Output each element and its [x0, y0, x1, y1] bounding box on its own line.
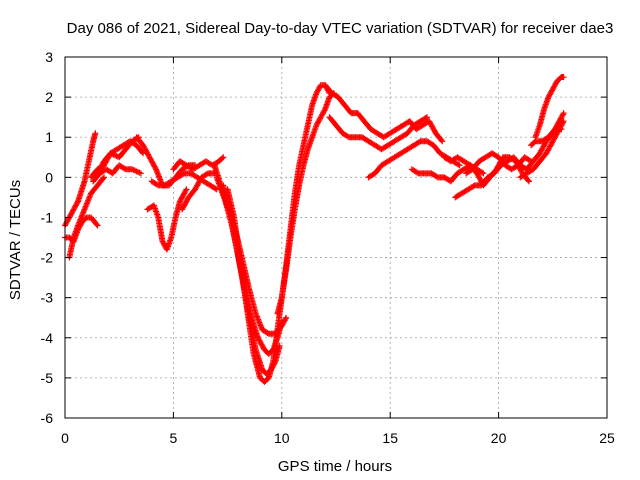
y-tick-label: 3	[45, 49, 53, 65]
x-tick-label: 25	[599, 430, 615, 446]
data-point	[433, 173, 440, 180]
data-point	[560, 110, 567, 117]
data-point	[182, 187, 189, 194]
series-track-26	[517, 118, 567, 181]
data-point	[559, 119, 566, 126]
y-tick-label: -1	[41, 209, 54, 225]
data-point	[220, 154, 227, 161]
data-point	[121, 165, 128, 172]
x-tick-labels: 0 5 10 15 20 25	[61, 430, 615, 446]
series-track-16	[274, 90, 337, 317]
series-track-23	[463, 150, 535, 177]
y-tick-label: -2	[41, 250, 54, 266]
data-point	[321, 107, 328, 114]
data-point	[528, 158, 535, 165]
series-track-9	[148, 170, 220, 193]
data-point	[179, 171, 186, 178]
series-track-20	[408, 162, 487, 185]
x-tick-label: 10	[274, 430, 290, 446]
series-track-25	[532, 74, 567, 141]
data-point	[152, 164, 159, 171]
data-point	[183, 186, 190, 193]
series-track-6	[94, 138, 147, 177]
data-point	[525, 177, 532, 184]
series-track-18	[326, 114, 431, 153]
y-tick-label: 1	[45, 129, 53, 145]
data-point	[276, 342, 283, 349]
data-point	[92, 130, 99, 137]
x-axis-label: GPS time / hours	[278, 458, 392, 475]
series-track-7	[133, 134, 199, 189]
data-point	[100, 175, 107, 182]
y-tick-label: 0	[45, 169, 53, 185]
data-point	[424, 114, 431, 121]
data-point	[74, 199, 81, 206]
y-axis-label: SDTVAR / TECUs	[7, 180, 24, 300]
data-point	[470, 183, 477, 190]
data-point	[264, 329, 271, 336]
data-point	[480, 170, 487, 177]
series-track-3	[66, 174, 108, 261]
axis-ticks	[64, 56, 608, 419]
data-point	[219, 155, 226, 162]
data-point	[422, 114, 429, 121]
data-point	[455, 161, 462, 168]
data-point	[439, 138, 446, 145]
data-point	[203, 171, 210, 178]
chart-title: Day 086 of 2021, Sidereal Day-to-day VTE…	[67, 20, 614, 37]
data-point	[93, 221, 100, 228]
data-point	[559, 111, 566, 118]
y-tick-label: -6	[41, 410, 54, 426]
data-point	[456, 162, 463, 169]
data-point	[101, 174, 108, 181]
y-tick-label: -5	[41, 370, 54, 386]
x-tick-label: 20	[491, 430, 507, 446]
series-track-17	[322, 82, 446, 145]
y-tick-label: -4	[41, 330, 54, 346]
data-point	[560, 118, 567, 125]
y-tick-label: 2	[45, 89, 53, 105]
data-point	[416, 139, 423, 146]
data-point	[414, 169, 421, 176]
data-point	[94, 222, 101, 229]
x-tick-label: 15	[382, 430, 398, 446]
x-tick-label: 5	[170, 430, 178, 446]
data-point	[212, 185, 219, 192]
data-point	[438, 137, 445, 144]
series-track-11	[170, 154, 227, 173]
data-point	[560, 74, 567, 81]
series-track-8	[144, 186, 190, 253]
grid	[65, 57, 607, 418]
data-point	[344, 133, 351, 140]
data-point	[526, 157, 533, 164]
data-point	[153, 181, 160, 188]
data-point	[525, 178, 532, 185]
data-point	[283, 314, 290, 321]
plot-frame	[64, 56, 608, 419]
x-tick-label: 0	[61, 430, 69, 446]
data-points	[62, 74, 567, 385]
data-point	[137, 170, 144, 177]
data-point	[479, 169, 486, 176]
y-tick-labels: -6 -5 -4 -3 -2 -1 0 1 2 3	[41, 49, 54, 426]
y-tick-label: -3	[41, 290, 54, 306]
data-point	[282, 316, 289, 323]
